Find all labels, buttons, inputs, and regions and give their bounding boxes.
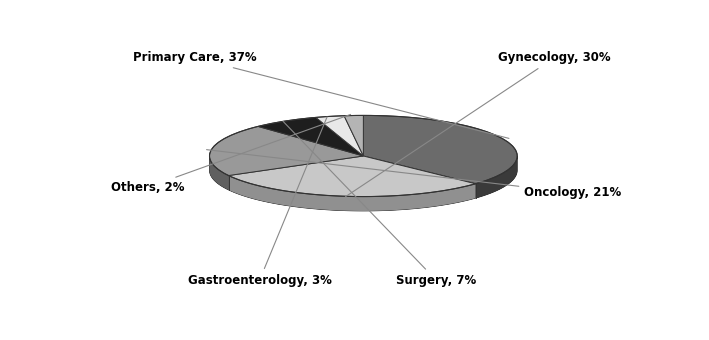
Text: Gastroenterology, 3%: Gastroenterology, 3% [187,117,331,287]
PathPatch shape [228,156,476,197]
Polygon shape [210,156,228,190]
Text: Primary Care, 37%: Primary Care, 37% [133,51,509,138]
PathPatch shape [258,117,363,156]
Polygon shape [228,175,476,211]
PathPatch shape [344,115,363,156]
Polygon shape [210,156,518,211]
PathPatch shape [363,115,517,184]
Text: Gynecology, 30%: Gynecology, 30% [345,51,610,197]
Polygon shape [476,156,517,198]
PathPatch shape [210,126,363,175]
Text: Oncology, 21%: Oncology, 21% [206,150,622,199]
Text: Surgery, 7%: Surgery, 7% [283,121,476,287]
Text: Others, 2%: Others, 2% [111,114,351,194]
PathPatch shape [316,116,363,156]
